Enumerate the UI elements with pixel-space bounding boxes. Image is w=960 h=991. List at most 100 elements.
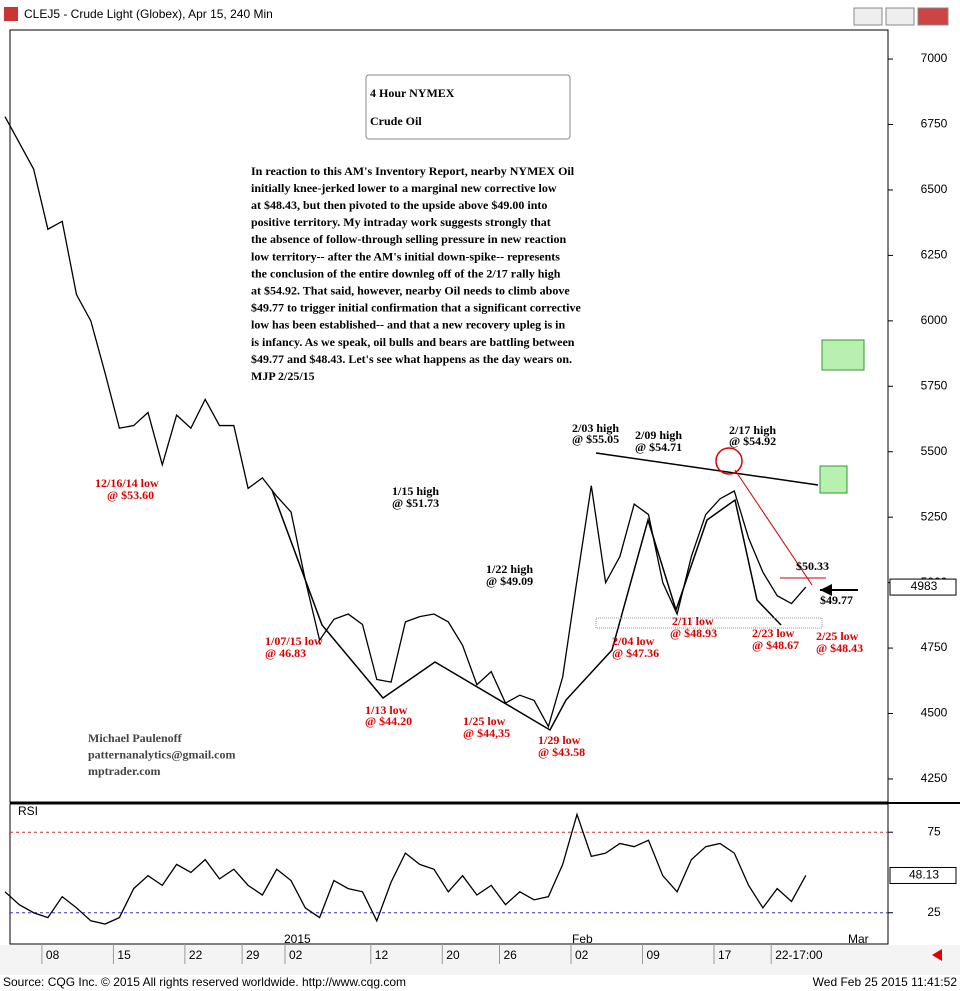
support-zone xyxy=(595,617,823,629)
period-label: Mar xyxy=(848,932,869,946)
x-tick-label: 08 xyxy=(46,948,60,962)
scroll-arrow[interactable] xyxy=(932,949,942,961)
pattern-line xyxy=(271,489,782,732)
annotation: $50.33 xyxy=(796,559,829,573)
annotation: 1/25 low xyxy=(463,714,506,728)
window-title: CLEJ5 - Crude Light (Globex), Apr 15, 24… xyxy=(24,7,273,21)
x-tick-label: 17 xyxy=(718,948,732,962)
y-tick-label: 5500 xyxy=(921,444,948,458)
period-label: Feb xyxy=(572,932,593,946)
title-bar xyxy=(0,0,960,30)
annotation: 1/07/15 low xyxy=(265,634,323,648)
y-tick-label: 4250 xyxy=(921,771,948,785)
last-value-label: 48.13 xyxy=(909,868,939,882)
highlight-circle xyxy=(715,447,743,475)
annotation: 2/09 high xyxy=(635,428,682,442)
commentary-line: positive territory. My intraday work sug… xyxy=(251,215,551,229)
annotation: 1/13 low xyxy=(365,703,408,717)
window-controls[interactable] xyxy=(853,7,949,26)
annotation: @ $55.05 xyxy=(572,432,619,446)
commentary-line: $49.77 and $48.43. Let's see what happen… xyxy=(251,352,572,366)
arrow-head xyxy=(820,584,832,596)
annotation: 2/17 high xyxy=(729,423,776,437)
last-value-box xyxy=(889,578,957,596)
annotation: 2/11 low xyxy=(672,614,714,628)
y-tick-label: 5250 xyxy=(921,509,948,523)
author-line: mptrader.com xyxy=(88,764,161,778)
commentary-line: at $48.43, but then pivoted to the upsid… xyxy=(251,198,547,212)
x-tick-label: 02 xyxy=(289,948,303,962)
app-icon xyxy=(4,7,18,21)
annotation: @ $51.73 xyxy=(392,496,439,510)
commentary-line: the absence of follow-through selling pr… xyxy=(251,232,566,246)
marker-box xyxy=(819,465,848,494)
y-tick-label: 4500 xyxy=(921,706,948,720)
commentary-line: low territory-- after the AM's initial d… xyxy=(251,249,560,263)
x-tick-label: 02 xyxy=(575,948,589,962)
commentary-line: is infancy. As we speak, oil bulls and b… xyxy=(251,335,575,349)
annotation: @ 46.83 xyxy=(265,646,306,660)
annotation: @ $47.36 xyxy=(612,646,659,660)
annotation: 1/29 low xyxy=(538,733,581,747)
x-tick-label: 20 xyxy=(446,948,460,962)
y-tick-label: 6500 xyxy=(921,182,948,196)
annotation: @ $54.92 xyxy=(729,434,776,448)
annotation: @ $44,35 xyxy=(463,726,510,740)
commentary-line: at $54.92. That said, however, nearby Oi… xyxy=(251,283,570,297)
annotation: @ $48.67 xyxy=(752,638,799,652)
period-label: 2015 xyxy=(284,932,311,946)
x-tick-label: 12 xyxy=(375,948,389,962)
annotation: @ $54.71 xyxy=(635,440,682,454)
annotation: 2/23 low xyxy=(752,626,795,640)
author-line: Michael Paulenoff xyxy=(88,731,183,745)
y-tick-label: 25 xyxy=(927,905,941,919)
maximize-button[interactable] xyxy=(885,7,915,26)
annotation: 2/04 low xyxy=(612,634,655,648)
y-tick-label: 6750 xyxy=(921,117,948,131)
commentary-line: MJP 2/25/15 xyxy=(251,369,315,383)
y-tick-label: 75 xyxy=(927,824,941,838)
commentary-line: In reaction to this AM's Inventory Repor… xyxy=(251,164,575,178)
footer-source: Source: CQG Inc. © 2015 All rights reser… xyxy=(3,975,406,989)
price-line xyxy=(4,116,807,729)
trend-line xyxy=(734,469,813,586)
annotation: @ $43.58 xyxy=(538,745,585,759)
close-button[interactable] xyxy=(917,7,949,26)
annotation: 12/16/14 low xyxy=(95,476,159,490)
annotation: 1/22 high xyxy=(486,562,533,576)
x-tick-label: 22-17:00 xyxy=(775,948,823,962)
annotation: $49.77 xyxy=(820,593,853,607)
rsi-panel xyxy=(9,803,889,945)
last-value-box xyxy=(889,866,957,884)
footer-timestamp: Wed Feb 25 2015 11:41:52 xyxy=(813,975,958,989)
y-tick-label: 5750 xyxy=(921,378,948,392)
annotation: @ $48.43 xyxy=(816,641,863,655)
price-panel xyxy=(9,29,889,803)
y-tick-label: 6250 xyxy=(921,248,948,262)
headline-box xyxy=(365,74,571,140)
annotation: 2/03 high xyxy=(572,421,619,435)
date-axis xyxy=(0,945,960,975)
x-tick-label: 15 xyxy=(117,948,131,962)
annotation: @ $49.09 xyxy=(486,574,533,588)
headline: 4 Hour NYMEX xyxy=(370,86,455,100)
x-tick-label: 09 xyxy=(647,948,661,962)
commentary-line: initially knee-jerked lower to a margina… xyxy=(251,181,557,195)
x-tick-label: 26 xyxy=(504,948,518,962)
price-line xyxy=(4,812,807,925)
x-tick-label: 22 xyxy=(189,948,203,962)
minimize-button[interactable] xyxy=(853,7,883,26)
commentary-line: $49.77 to trigger initial confirmation t… xyxy=(251,301,581,315)
headline: Crude Oil xyxy=(370,114,422,128)
author-line: patternanalytics@gmail.com xyxy=(88,747,235,761)
x-tick-label: 29 xyxy=(246,948,260,962)
y-tick-label: 7000 xyxy=(921,51,948,65)
annotation: 2/25 low xyxy=(816,629,859,643)
annotation: @ $53.60 xyxy=(107,488,154,502)
last-value-label: 4983 xyxy=(911,579,938,593)
y-tick-label: 6000 xyxy=(921,313,948,327)
annotation: 1/15 high xyxy=(392,484,439,498)
rsi-label: RSI xyxy=(18,804,38,818)
